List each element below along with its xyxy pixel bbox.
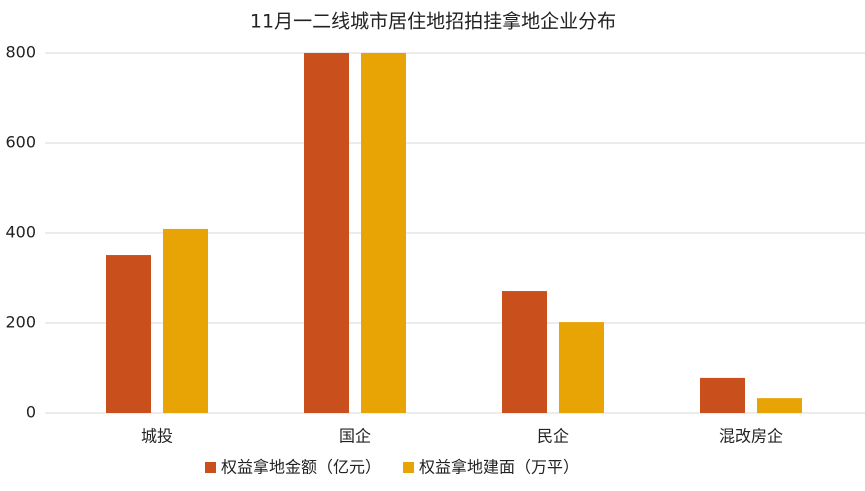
x-tick-label: 民企 xyxy=(537,427,569,446)
bar xyxy=(502,291,547,413)
x-tick-label: 城投 xyxy=(141,427,173,446)
bar xyxy=(304,53,349,413)
y-tick-label: 0 xyxy=(26,403,36,422)
x-tick-label: 混改房企 xyxy=(719,427,783,446)
bar xyxy=(559,322,604,413)
legend-label: 权益拿地建面（万平） xyxy=(419,458,579,477)
y-tick-label: 200 xyxy=(5,313,36,332)
bar xyxy=(757,398,802,413)
legend-label: 权益拿地金额（亿元） xyxy=(221,458,381,477)
bar xyxy=(106,255,151,413)
x-tick-label: 国企 xyxy=(339,427,371,446)
y-tick-label: 800 xyxy=(5,43,36,62)
bar xyxy=(361,53,406,413)
y-tick-label: 600 xyxy=(5,133,36,152)
legend-swatch xyxy=(205,462,216,473)
legend-swatch xyxy=(403,462,415,473)
y-tick-label: 400 xyxy=(5,223,36,242)
chart-title: 11月一二线城市居住地招拍挂拿地企业分布 xyxy=(250,10,616,33)
bar xyxy=(163,228,208,413)
bar xyxy=(700,377,745,413)
